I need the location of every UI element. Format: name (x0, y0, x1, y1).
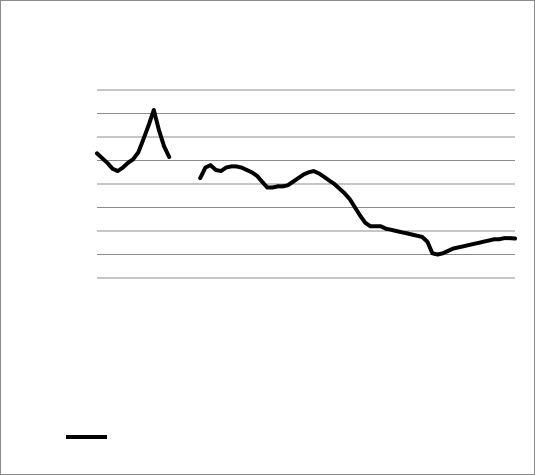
series-layer (95, 108, 517, 257)
gridlines (97, 89, 515, 279)
series-0-line-segment-0 (95, 108, 172, 174)
series-0-line-segment-1 (198, 163, 517, 257)
